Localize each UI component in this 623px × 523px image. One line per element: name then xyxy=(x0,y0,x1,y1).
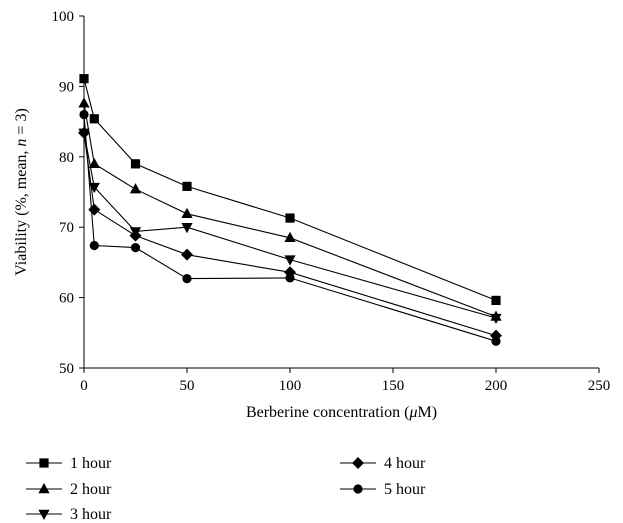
x-tick-label: 150 xyxy=(382,378,405,394)
y-axis-title-part-1: Viability (%, mean, xyxy=(13,147,30,276)
legend: 1 hour 2 hour 3 hour 4 hour 5 hour xyxy=(26,455,426,523)
x-tick-label: 50 xyxy=(180,378,195,394)
series-1 xyxy=(79,74,501,306)
legend-label: 2 hour xyxy=(70,481,112,498)
data-point xyxy=(88,157,100,169)
data-point xyxy=(491,336,501,346)
y-tick-label: 90 xyxy=(59,79,74,95)
y-tick-label: 80 xyxy=(59,150,74,166)
series-line xyxy=(83,132,497,337)
legend-label: 3 hour xyxy=(70,506,112,523)
data-point xyxy=(78,126,90,139)
data-point xyxy=(129,229,142,242)
y-axis-ticks: 50 60 70 80 90 100 xyxy=(52,9,84,377)
series-layer xyxy=(78,74,502,346)
axes xyxy=(83,16,599,369)
data-point xyxy=(89,240,99,251)
data-point xyxy=(88,203,101,216)
data-point xyxy=(78,97,90,108)
y-tick-label: 60 xyxy=(59,291,74,307)
data-point xyxy=(181,207,193,219)
y-axis-title-n-symbol: n xyxy=(13,139,30,147)
legend-label: 4 hour xyxy=(384,455,426,472)
y-tick-label: 50 xyxy=(59,361,74,377)
data-point xyxy=(181,223,193,234)
data-point xyxy=(491,295,501,306)
x-tick-label: 200 xyxy=(485,378,508,394)
data-point xyxy=(129,183,142,194)
series-line xyxy=(83,114,497,342)
legend-label: 5 hour xyxy=(384,481,426,498)
data-point xyxy=(79,109,89,120)
x-axis-title-unit-prefix: μ xyxy=(408,404,417,421)
data-point xyxy=(284,231,296,242)
y-tick-label: 70 xyxy=(59,220,74,236)
x-axis-title: Berberine concentration (μM) xyxy=(246,404,437,421)
data-point xyxy=(285,273,295,283)
series-line xyxy=(83,132,497,319)
legend-marker xyxy=(38,483,50,494)
x-axis-title-part-1: Berberine concentration ( xyxy=(246,404,409,421)
x-axis-ticks: 0 50 100 150 200 250 xyxy=(80,368,610,394)
series-line xyxy=(83,78,497,301)
legend-label: 1 hour xyxy=(70,455,112,472)
x-axis-title-part-3: M) xyxy=(417,404,437,421)
data-point xyxy=(490,313,502,325)
legend-marker xyxy=(353,484,363,494)
series-2 xyxy=(78,97,502,321)
x-tick-label: 250 xyxy=(588,378,611,394)
legend-item: 1 hour xyxy=(26,455,112,472)
legend-item: 2 hour xyxy=(26,481,112,498)
data-point xyxy=(181,248,193,261)
data-point xyxy=(182,273,192,284)
legend-item: 4 hour xyxy=(340,455,426,472)
legend-marker xyxy=(352,457,364,469)
legend-item: 3 hour xyxy=(26,506,112,523)
x-tick-label: 100 xyxy=(279,378,302,394)
data-point xyxy=(285,213,295,223)
y-tick-label: 100 xyxy=(52,9,75,25)
legend-item: 5 hour xyxy=(340,481,426,498)
y-axis-title-part-3: = 3) xyxy=(13,108,30,138)
data-point xyxy=(130,159,141,169)
data-point xyxy=(89,114,99,124)
data-point xyxy=(284,255,296,266)
x-tick-label: 0 xyxy=(80,378,88,394)
legend-marker xyxy=(38,509,50,520)
legend-marker xyxy=(39,458,49,468)
data-point xyxy=(79,74,89,84)
series-line xyxy=(83,103,497,318)
y-axis-title: Viability (%, mean, n = 3) xyxy=(13,108,30,276)
data-point xyxy=(130,243,141,253)
data-point xyxy=(182,181,192,191)
series-5 xyxy=(79,109,501,346)
